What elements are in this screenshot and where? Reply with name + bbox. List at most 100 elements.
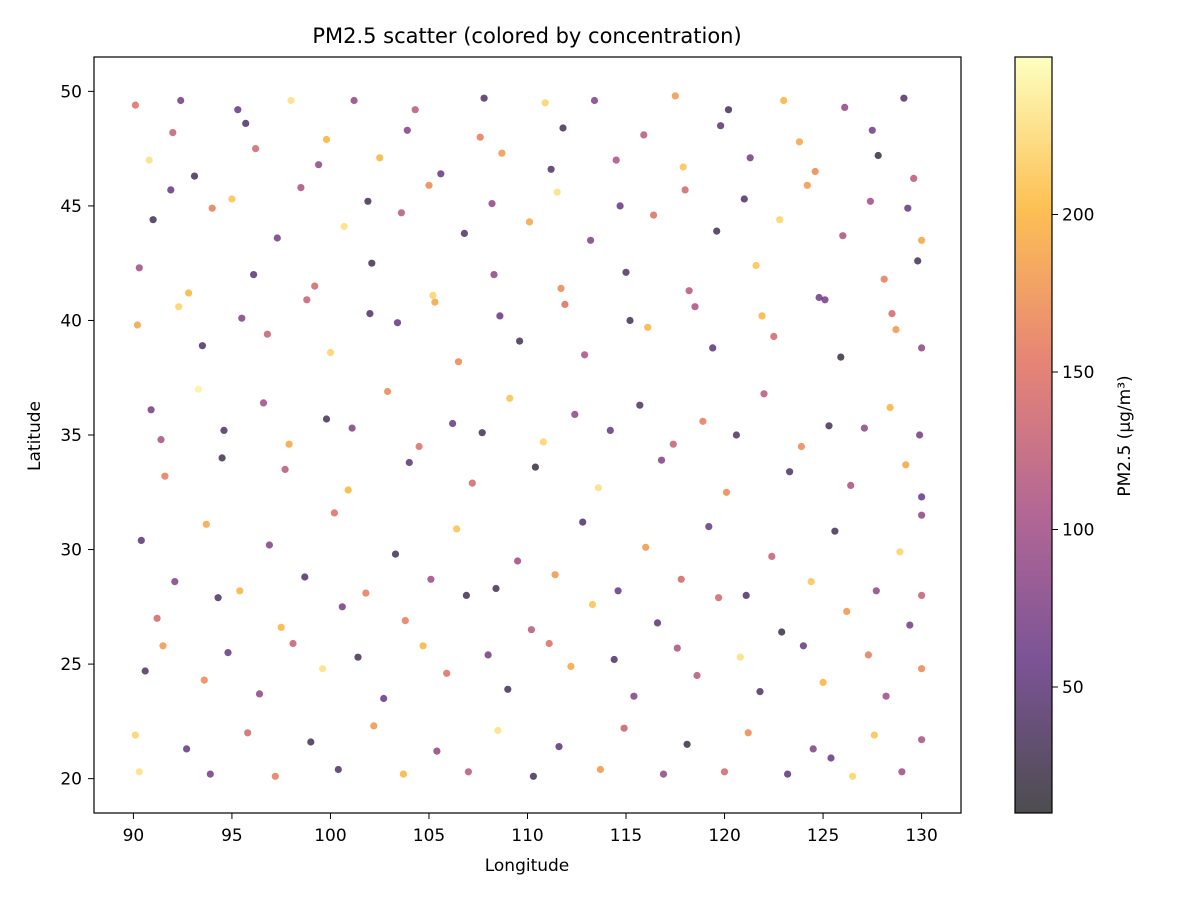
data-point xyxy=(717,122,725,130)
data-point xyxy=(135,264,143,272)
data-point xyxy=(849,772,857,780)
data-point xyxy=(259,399,268,407)
data-point xyxy=(740,195,748,203)
data-point xyxy=(478,429,486,437)
data-point xyxy=(177,96,185,105)
data-point xyxy=(811,167,819,176)
data-point xyxy=(198,342,206,350)
data-point xyxy=(868,126,876,134)
colorbar-gradient xyxy=(1015,57,1052,813)
data-point xyxy=(362,589,370,597)
data-point xyxy=(238,314,246,322)
data-point xyxy=(799,642,808,650)
data-point xyxy=(669,440,677,448)
data-point xyxy=(918,511,926,519)
data-point xyxy=(131,101,139,109)
y-axis-title: Latitude xyxy=(25,401,45,471)
data-point xyxy=(133,321,141,329)
data-point xyxy=(443,669,451,677)
x-tick-label: 90 xyxy=(123,826,145,846)
data-point xyxy=(724,106,733,114)
data-point xyxy=(285,440,293,448)
x-tick-label: 115 xyxy=(610,826,642,846)
data-point xyxy=(778,628,786,636)
data-point xyxy=(464,768,472,776)
data-point xyxy=(322,415,331,423)
data-point xyxy=(874,151,882,160)
data-point xyxy=(425,181,433,189)
data-point xyxy=(736,653,744,661)
data-point xyxy=(334,765,342,774)
data-point xyxy=(559,124,567,132)
data-point xyxy=(468,479,476,487)
data-point xyxy=(579,518,587,526)
data-point xyxy=(620,724,628,732)
data-point xyxy=(705,523,713,531)
data-point xyxy=(263,330,271,338)
data-point xyxy=(504,685,512,693)
data-point xyxy=(709,344,717,352)
data-point xyxy=(185,289,193,297)
data-point xyxy=(693,671,701,680)
y-axis-ticks: 20 25 30 35 40 45 50 xyxy=(60,82,94,790)
data-point xyxy=(590,96,599,105)
data-point xyxy=(770,332,778,341)
data-point xyxy=(588,600,597,609)
data-point xyxy=(340,222,348,231)
data-point xyxy=(720,768,729,776)
data-point xyxy=(460,229,468,237)
data-point xyxy=(571,410,579,418)
data-point xyxy=(626,316,634,325)
data-point xyxy=(760,390,768,398)
data-point xyxy=(492,584,500,593)
data-point xyxy=(403,126,411,134)
data-point xyxy=(368,259,376,267)
data-point xyxy=(480,94,488,102)
data-point xyxy=(401,617,409,625)
x-tick-label: 125 xyxy=(807,826,839,846)
data-point xyxy=(784,770,792,778)
data-point xyxy=(141,667,149,675)
data-point xyxy=(287,96,295,105)
colorbar-tick-label: 50 xyxy=(1062,678,1084,698)
data-point xyxy=(547,165,555,173)
data-point xyxy=(277,623,285,632)
data-point xyxy=(427,575,435,583)
data-point xyxy=(376,154,384,162)
data-point xyxy=(847,481,855,489)
data-point xyxy=(691,303,699,311)
data-point xyxy=(307,738,315,746)
data-point xyxy=(561,300,569,308)
data-point xyxy=(411,106,419,114)
data-point xyxy=(380,694,388,703)
data-point xyxy=(514,557,522,565)
x-tick-label: 105 xyxy=(413,826,445,846)
data-point xyxy=(902,461,910,469)
data-point xyxy=(918,591,926,600)
data-point xyxy=(137,536,145,545)
data-point xyxy=(289,639,297,648)
data-point xyxy=(218,454,226,462)
data-point xyxy=(612,156,620,164)
data-point xyxy=(630,692,638,700)
data-point xyxy=(415,442,423,451)
data-point xyxy=(242,119,250,127)
data-point xyxy=(900,94,908,102)
data-point xyxy=(596,765,605,774)
data-point xyxy=(344,486,352,494)
data-point xyxy=(271,772,279,780)
data-point xyxy=(273,234,281,242)
data-point xyxy=(587,236,595,244)
data-point xyxy=(786,468,794,476)
data-point xyxy=(255,690,264,698)
data-point xyxy=(864,651,873,659)
data-point xyxy=(169,129,177,137)
data-point xyxy=(252,145,260,153)
data-point xyxy=(815,293,823,302)
data-point xyxy=(449,419,457,428)
data-point xyxy=(236,587,244,595)
data-point xyxy=(898,768,906,776)
data-point xyxy=(886,403,894,412)
data-point xyxy=(531,463,540,471)
